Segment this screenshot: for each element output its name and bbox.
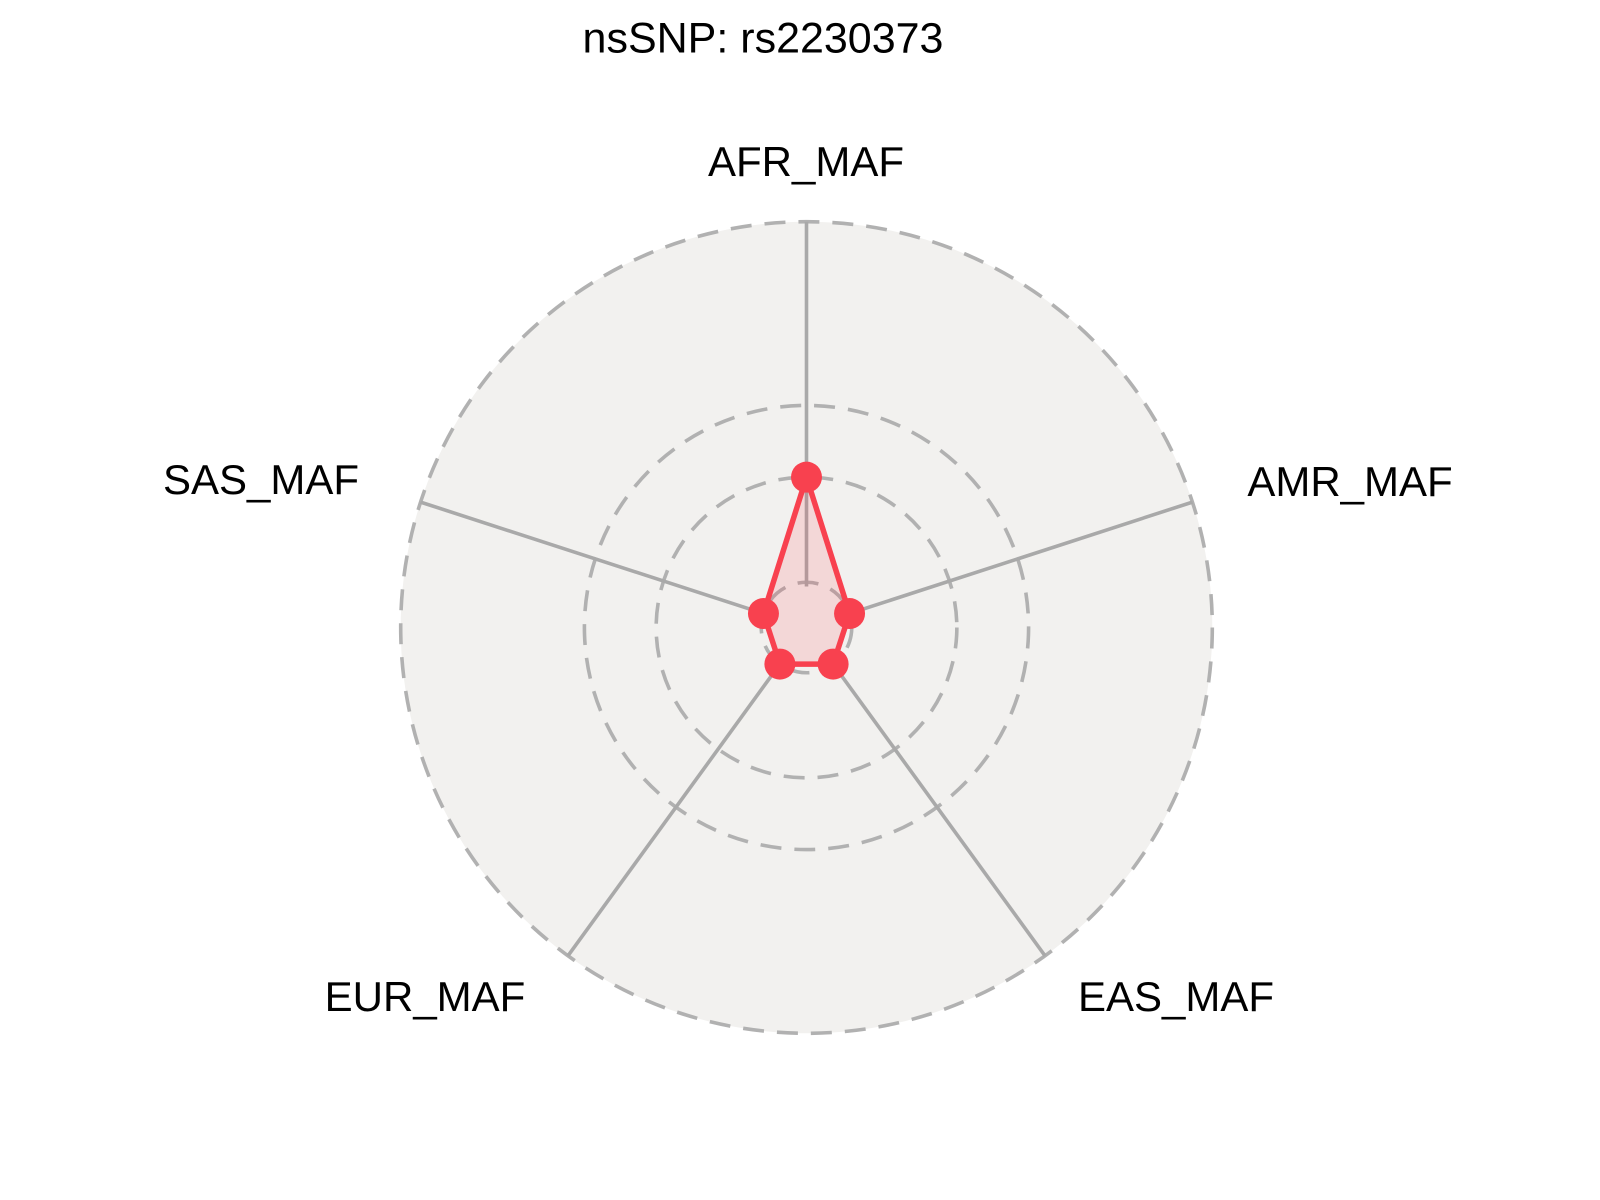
data-point [817, 648, 849, 680]
axis-label-eur-maf: EUR_MAF [324, 973, 526, 1020]
grid-circle [582, 403, 1031, 852]
data-point [764, 648, 796, 680]
data-polygon [760, 474, 853, 667]
axis-label-eas-maf: EAS_MAF [1077, 973, 1275, 1020]
axis-lines [420, 221, 1193, 957]
data-point [791, 461, 822, 493]
data-points [747, 461, 866, 680]
data-point [747, 598, 779, 630]
axis-line [829, 659, 1047, 957]
axis-line [844, 500, 1193, 617]
grid-circle [654, 475, 959, 780]
plot-area-background [400, 221, 1213, 1034]
chart-title: nsSNP: rs2230373 [582, 14, 944, 63]
axis-line [566, 659, 784, 957]
axis-line [420, 500, 769, 617]
axis-label-sas-maf: SAS_MAF [162, 456, 360, 503]
axis-label-afr-maf: AFR_MAF [707, 138, 905, 185]
data-point [834, 598, 866, 630]
axis-label-amr-maf: AMR_MAF [1247, 458, 1453, 505]
